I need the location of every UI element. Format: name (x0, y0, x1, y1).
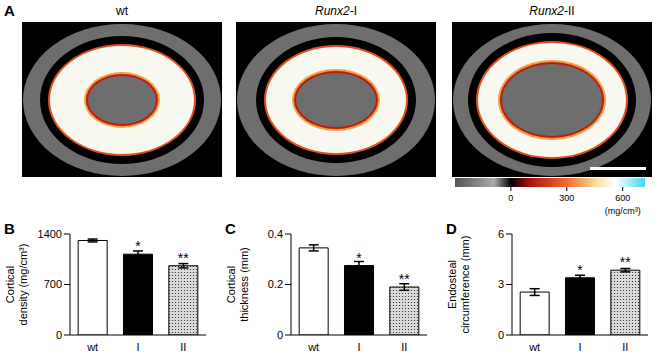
html-text:B: B (4, 220, 15, 237)
svg-text:3: 3 (498, 278, 504, 290)
svg-text:0: 0 (498, 329, 504, 341)
svg-text:wt: wt (307, 341, 319, 353)
svg-text:I: I (136, 341, 139, 353)
html-text:A: A (4, 2, 15, 19)
svg-text:1400: 1400 (38, 228, 62, 240)
html-text:wt: wt (116, 4, 128, 18)
svg-text:(mg/cm³): (mg/cm³) (605, 206, 641, 216)
html-text:Runx2 -II: Runx2 -II (529, 4, 575, 18)
svg-text:Corticalthickness (mm): Corticalthickness (mm) (225, 247, 250, 322)
html-text:C: C (225, 220, 236, 237)
svg-text:*: * (135, 238, 141, 254)
svg-text:I: I (578, 341, 581, 353)
svg-text:Corticaldensity (mg/cm³): Corticaldensity (mg/cm³) (4, 244, 29, 326)
svg-text:0: 0 (277, 329, 283, 341)
svg-text:0.2: 0.2 (268, 278, 283, 290)
svg-text:0: 0 (508, 193, 513, 203)
svg-text:*: * (356, 250, 362, 266)
html-text:D: D (446, 220, 457, 237)
svg-text:wt: wt (86, 341, 98, 353)
svg-text:II: II (401, 341, 407, 353)
svg-text:**: ** (620, 254, 631, 270)
svg-text:**: ** (399, 271, 410, 287)
svg-text:*: * (577, 262, 583, 278)
svg-text:Endostealcircumference (mm): Endostealcircumference (mm) (446, 236, 471, 334)
svg-text:I: I (357, 341, 360, 353)
svg-text:0: 0 (56, 329, 62, 341)
svg-text:II: II (622, 341, 628, 353)
svg-text:0.4: 0.4 (268, 228, 283, 240)
svg-text:wt: wt (528, 341, 540, 353)
svg-text:700: 700 (44, 278, 62, 290)
svg-text:600: 600 (615, 193, 630, 203)
html-text:Runx2 -I: Runx2 -I (315, 4, 357, 18)
svg-text:300: 300 (559, 193, 574, 203)
svg-text:**: ** (178, 250, 189, 266)
svg-text:II: II (180, 341, 186, 353)
svg-text:6: 6 (498, 228, 504, 240)
